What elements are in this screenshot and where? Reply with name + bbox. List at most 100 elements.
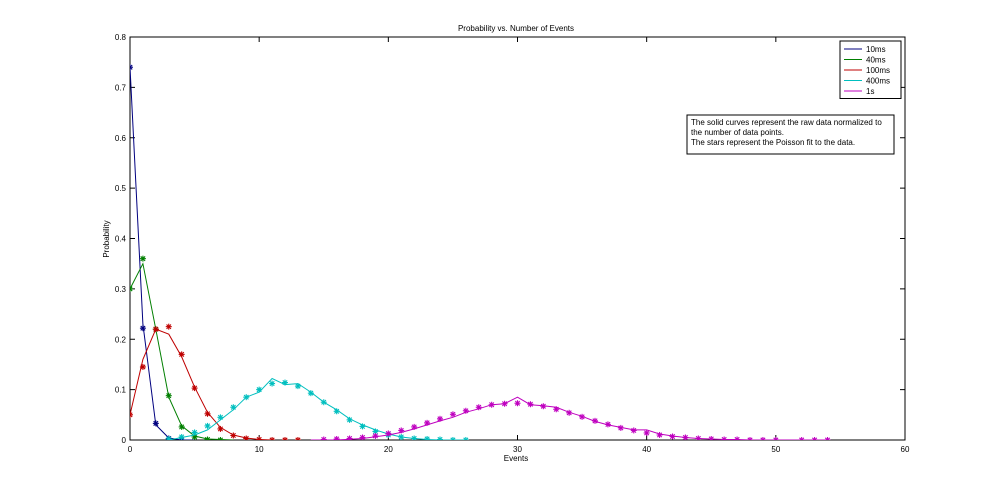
fit-point-100ms (130, 411, 133, 418)
annotation-line: the number of data points. (691, 128, 784, 137)
y-tick-label: 0.7 (115, 83, 127, 92)
fit-point-100ms (217, 425, 224, 432)
fit-point-10ms (152, 420, 159, 427)
fit-point-10ms (130, 64, 133, 71)
fit-point-400ms (204, 422, 211, 429)
fit-point-1s (346, 435, 353, 440)
fit-point-400ms (191, 429, 198, 436)
fit-point-400ms (398, 433, 405, 440)
fit-point-40ms (204, 436, 211, 440)
fit-point-1s (630, 427, 637, 434)
fit-point-1s (527, 401, 534, 408)
fit-point-40ms (130, 285, 133, 292)
y-tick-label: 0.6 (115, 134, 127, 143)
fit-point-1s (592, 417, 598, 424)
y-tick-label: 0.1 (115, 386, 127, 395)
fit-point-400ms (256, 386, 263, 393)
fit-point-400ms (217, 414, 224, 421)
fit-point-100ms (230, 432, 237, 439)
fit-point-400ms (346, 416, 353, 423)
fit-point-100ms (178, 351, 185, 358)
fit-point-1s (359, 434, 366, 440)
fit-point-400ms (359, 423, 366, 430)
fit-point-1s (682, 434, 689, 440)
fit-point-1s (385, 430, 392, 437)
fit-point-400ms (320, 399, 327, 406)
fit-point-40ms (178, 423, 185, 430)
fit-point-400ms (165, 435, 172, 440)
fit-point-1s (721, 436, 728, 440)
fit-point-1s (734, 436, 741, 440)
legend-entry: 100ms (866, 66, 890, 75)
fit-point-1s (488, 401, 495, 408)
fit-point-1s (501, 400, 508, 407)
legend-entry: 40ms (866, 56, 886, 65)
fit-point-1s (411, 423, 418, 430)
fit-point-1s (514, 400, 521, 407)
fit-point-400ms (269, 380, 276, 387)
y-tick-label: 0.2 (115, 335, 127, 344)
annotation-box: The solid curves represent the raw data … (686, 114, 895, 155)
x-tick-label: 50 (771, 445, 780, 454)
x-tick-label: 20 (384, 445, 393, 454)
fit-point-1s (824, 437, 831, 440)
x-tick-label: 10 (255, 445, 264, 454)
fit-point-400ms (437, 436, 443, 440)
annotation-line: The stars represent the Poisson fit to t… (691, 138, 855, 147)
fit-point-1s (437, 415, 443, 422)
fit-point-1s (553, 406, 560, 413)
fit-point-100ms (243, 435, 250, 440)
fit-point-1s (772, 437, 779, 440)
fit-point-1s (333, 435, 340, 440)
fit-point-1s (617, 424, 624, 431)
fit-point-1s (656, 431, 663, 438)
fit-point-1s (643, 429, 650, 436)
fit-point-100ms (204, 410, 211, 417)
fit-point-1s (475, 404, 482, 411)
fit-point-40ms (165, 392, 172, 399)
fit-point-100ms (282, 437, 288, 440)
fit-point-400ms (372, 428, 379, 435)
series-layer (130, 64, 831, 440)
fit-point-1s (424, 419, 431, 426)
y-tick-label: 0 (122, 436, 127, 445)
fit-point-1s (566, 409, 573, 416)
fit-point-400ms (294, 383, 301, 390)
fit-point-1s (449, 411, 456, 418)
fit-point-100ms (191, 385, 198, 392)
fit-point-100ms (165, 323, 172, 330)
legend-entry: 400ms (866, 77, 890, 86)
fit-point-40ms (217, 437, 224, 440)
fit-point-100ms (294, 437, 301, 440)
fit-point-400ms (178, 433, 185, 440)
fit-point-40ms (139, 255, 146, 262)
fit-point-100ms (152, 326, 159, 333)
y-axis-label: Probability (102, 220, 111, 257)
fit-point-1s (462, 407, 469, 414)
y-axis: 0 0.1 0.2 0.3 0.4 0.5 0.6 0.7 0.8 (115, 33, 905, 445)
fit-point-400ms (230, 404, 237, 411)
series-line-1s (310, 396, 828, 440)
fit-point-400ms (307, 390, 314, 397)
x-axis-label: Events (504, 454, 528, 463)
annotation-line: The solid curves represent the raw data … (691, 118, 882, 127)
legend-entry: 1s (866, 87, 874, 96)
fit-point-400ms (333, 408, 340, 415)
y-tick-label: 0.5 (115, 184, 127, 193)
fit-point-1s (604, 421, 611, 428)
plot-area (129, 36, 906, 441)
fit-point-100ms (139, 363, 146, 370)
legend-entry: 10ms (866, 45, 886, 54)
y-tick-label: 0.3 (115, 285, 127, 294)
fit-point-400ms (411, 435, 418, 440)
fit-point-100ms (256, 436, 263, 440)
fit-point-1s (372, 432, 379, 439)
chart-title: Probability vs. Number of Events (458, 24, 574, 33)
x-tick-label: 30 (513, 445, 522, 454)
fit-point-1s (695, 435, 702, 440)
x-tick-label: 60 (901, 445, 910, 454)
fit-point-1s (669, 433, 676, 440)
fit-point-400ms (243, 394, 250, 401)
